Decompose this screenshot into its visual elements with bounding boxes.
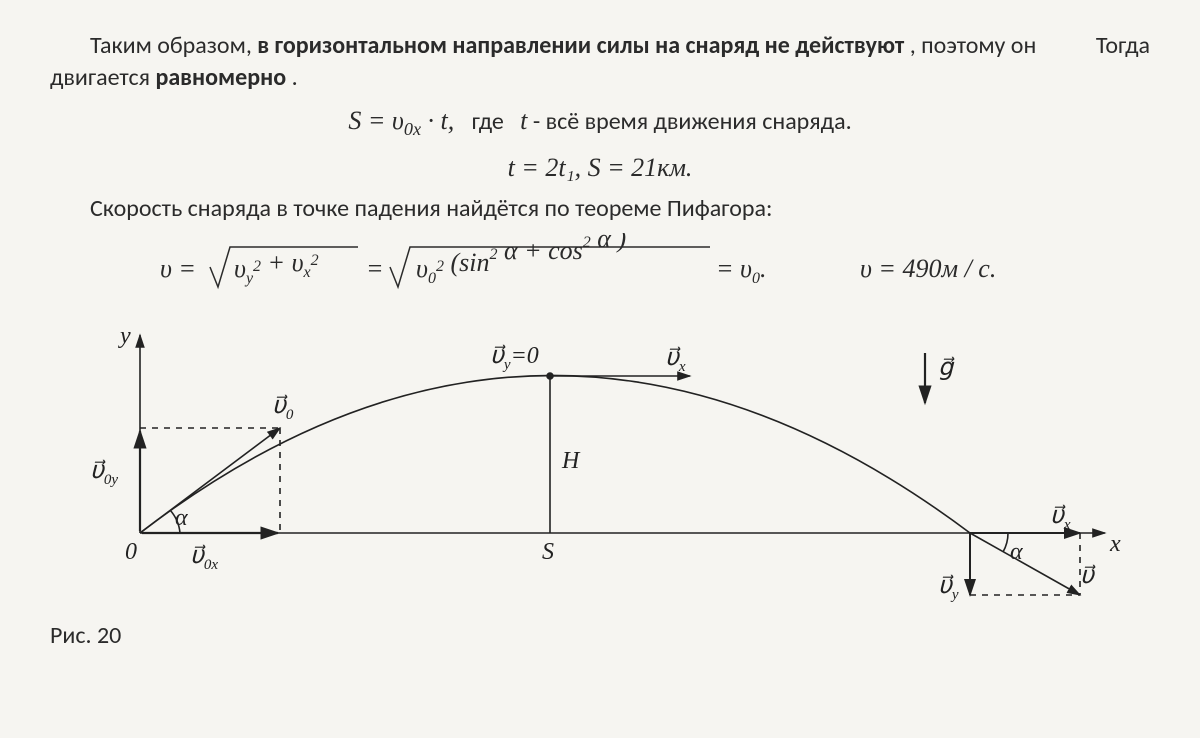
paragraph-2: Скорость снаряда в точке падения найдётс… xyxy=(50,193,1150,225)
eq1-sub: 0x xyxy=(404,119,421,139)
label-v0y: υ⃗0y xyxy=(90,458,118,488)
svg-text:υ =: υ = xyxy=(160,254,196,283)
label-y: y xyxy=(118,323,131,349)
eq1-desc: - всё время движения снаряда. xyxy=(533,107,852,136)
eq3-result: υ = 490м / с. xyxy=(860,254,996,283)
label-v0: υ⃗0 xyxy=(272,393,294,423)
eq1-b: · t, xyxy=(421,106,454,135)
label-x: x xyxy=(1109,531,1121,557)
figure-caption: Рис. 20 xyxy=(50,621,1150,650)
label-vy-land: υ⃗y xyxy=(938,573,959,603)
label-alpha2: α xyxy=(1010,539,1023,565)
p1-bold-1: в горизонтальном направлении силы на сна… xyxy=(257,31,904,60)
label-origin: 0 xyxy=(125,539,137,565)
caption-text: Рис. 20 xyxy=(50,621,121,650)
p1-period: . xyxy=(292,63,298,92)
label-g: g⃗ xyxy=(938,355,955,381)
svg-text:υ02 (sin2 α + cos2 α ): υ02 (sin2 α + cos2 α ) xyxy=(416,233,626,287)
p2-text: Скорость снаряда в точке падения найдётс… xyxy=(90,194,772,223)
p1-bold-2: равномерно xyxy=(155,63,286,92)
label-v-land: υ⃗ xyxy=(1080,563,1096,589)
eq1-a: S = υ xyxy=(348,106,403,135)
svg-text:=: = xyxy=(366,254,384,283)
eq1-t: t xyxy=(520,106,527,135)
label-alpha1: α xyxy=(175,505,188,531)
p1-lead: Таким образом, xyxy=(90,31,257,60)
trajectory-diagram: y x 0 υ⃗0 υ⃗0y υ⃗0x α υ⃗y=0 υ⃗x H S g⃗ α… xyxy=(50,313,1150,603)
label-vy0: υ⃗y=0 xyxy=(490,343,539,373)
label-vx-top: υ⃗x xyxy=(665,345,686,375)
then-label: Тогда xyxy=(1056,30,1150,62)
equation-2: t = 2t₁, S = 21км. xyxy=(50,150,1150,185)
label-v0x: υ⃗0x xyxy=(190,543,218,573)
svg-text:υy2 + υx2: υy2 + υx2 xyxy=(234,248,319,287)
label-S: S xyxy=(542,539,554,565)
equation-1: S = υ0x · t, где t - всё время движения … xyxy=(50,103,1150,142)
paragraph-1: Таким образом, в горизонтальном направле… xyxy=(50,30,1150,95)
equation-3: υ = υy2 + υx2 = υ02 (sin2 α + cos2 α ) =… xyxy=(50,233,1150,299)
label-vx-land: υ⃗x xyxy=(1050,503,1071,533)
svg-text:= υ0.: = υ0. xyxy=(716,254,766,287)
label-H: H xyxy=(561,448,581,474)
eq2-text: t = 2t₁, S = 21км. xyxy=(508,153,693,182)
eq1-where: где xyxy=(472,107,504,136)
